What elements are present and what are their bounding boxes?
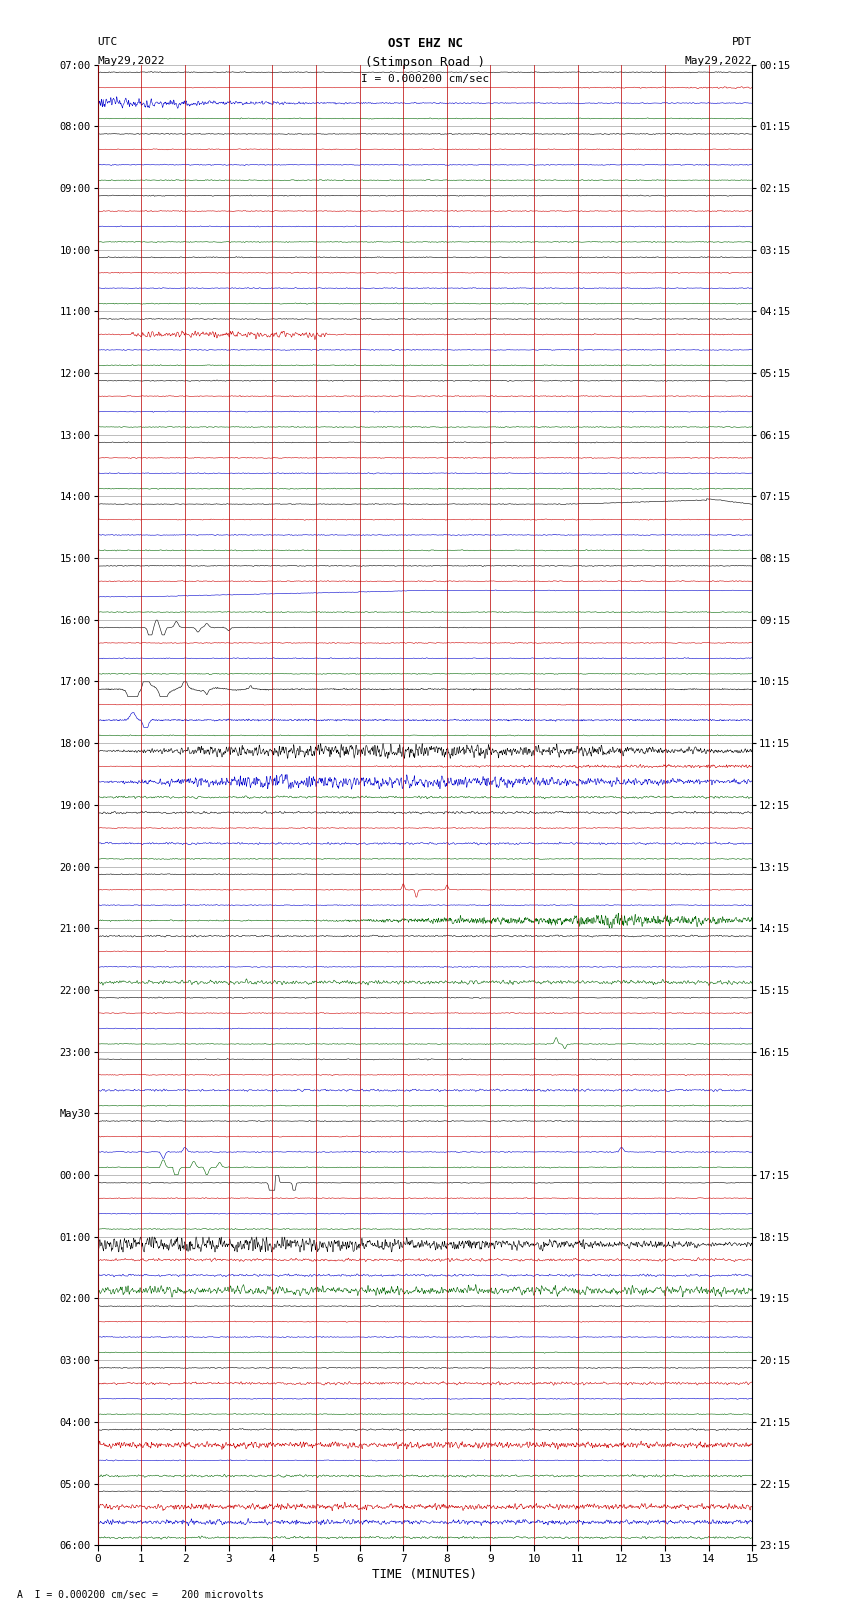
Text: A  I = 0.000200 cm/sec =    200 microvolts: A I = 0.000200 cm/sec = 200 microvolts: [17, 1590, 264, 1600]
Text: May29,2022: May29,2022: [98, 56, 165, 66]
Text: OST EHZ NC: OST EHZ NC: [388, 37, 462, 50]
X-axis label: TIME (MINUTES): TIME (MINUTES): [372, 1568, 478, 1581]
Text: UTC: UTC: [98, 37, 118, 47]
Text: May29,2022: May29,2022: [685, 56, 752, 66]
Text: PDT: PDT: [732, 37, 752, 47]
Text: I = 0.000200 cm/sec: I = 0.000200 cm/sec: [361, 74, 489, 84]
Text: (Stimpson Road ): (Stimpson Road ): [365, 56, 485, 69]
